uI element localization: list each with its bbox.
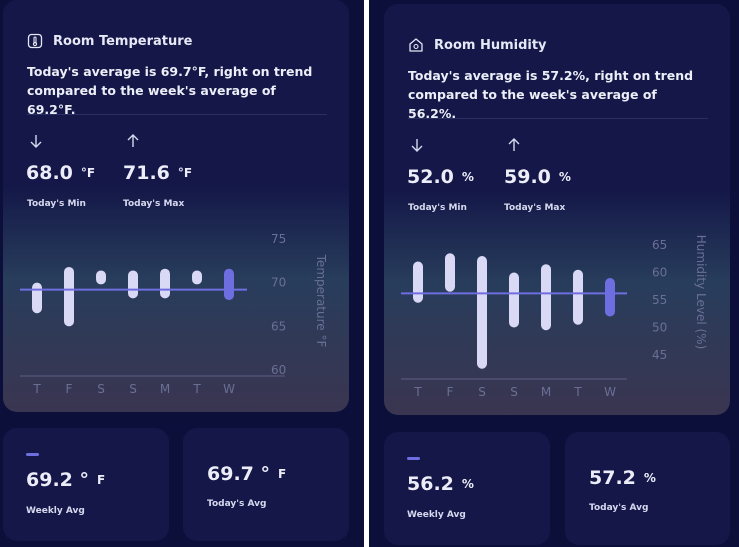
x-tick-label: T — [573, 385, 582, 399]
temperature-summary: Today's average is 69.7°F, right on tren… — [27, 64, 313, 117]
humidity-max-label: Today's Max — [504, 203, 566, 213]
temperature-chart: T F S S M T W 75 70 65 60 Temperature °F — [20, 232, 328, 396]
thermometer-icon — [27, 33, 43, 49]
temperature-today-avg-card: 69.7 ° F Today's Avg — [183, 428, 349, 541]
arrow-up-icon — [508, 138, 520, 151]
home-icon — [409, 38, 423, 52]
x-tick-label: S — [510, 385, 518, 399]
y-tick-label: 65 — [652, 238, 667, 252]
y-tick-label: 70 — [271, 276, 286, 290]
range-bar-5 — [573, 269, 583, 325]
humidity-title-row: Room Humidity — [408, 37, 547, 53]
humidity-title: Room Humidity — [434, 37, 547, 53]
temperature-weekly-avg-label: Weekly Avg — [26, 506, 85, 516]
range-bar-2 — [477, 256, 487, 369]
x-tick-label: M — [160, 382, 170, 396]
y-tick-label: 65 — [271, 319, 286, 333]
temperature-weekly-avg-value: 69.2 ° F — [26, 469, 106, 491]
humidity-weekly-avg-label: Weekly Avg — [407, 510, 466, 520]
x-tick-label: S — [478, 385, 486, 399]
temperature-today-avg-label: Today's Avg — [207, 499, 267, 509]
y-tick-label: 75 — [271, 232, 286, 246]
x-tick-label: F — [447, 385, 454, 399]
temperature-card: Room Temperature Today's average is 69.7… — [3, 0, 349, 412]
x-tick-label: S — [129, 382, 137, 396]
temperature-divider — [27, 114, 327, 115]
weekly-avg-legend-swatch — [407, 457, 420, 460]
range-bar-0 — [413, 261, 423, 303]
range-bar-0 — [32, 282, 42, 314]
temperature-min-label: Today's Min — [27, 199, 86, 209]
range-bar-2 — [96, 270, 106, 285]
arrow-up-icon — [127, 134, 139, 147]
y-tick-label: 55 — [652, 293, 667, 307]
range-bar-1 — [64, 266, 74, 327]
humidity-min-label: Today's Min — [408, 203, 467, 213]
x-tick-label: S — [97, 382, 105, 396]
weekly-avg-legend-swatch — [26, 453, 39, 456]
temperature-max-label: Today's Max — [123, 199, 185, 209]
humidity-min-value: 52.0% — [407, 166, 474, 188]
y-tick-label: 45 — [652, 348, 667, 362]
humidity-panel: Room Humidity Today's average is 57.2%, … — [369, 0, 739, 547]
y-tick-label: 50 — [652, 321, 667, 335]
x-tick-label: T — [32, 382, 41, 396]
range-bar-4 — [160, 268, 170, 299]
y-axis-label: Temperature °F — [314, 254, 328, 348]
temperature-max-value: 71.6 °F — [123, 162, 193, 184]
range-bar-4 — [541, 264, 551, 331]
temperature-min-value: 68.0 °F — [26, 162, 96, 184]
range-bar-6 — [605, 278, 615, 317]
humidity-card: Room Humidity Today's average is 57.2%, … — [384, 4, 730, 415]
humidity-weekly-avg-card: 56.2% Weekly Avg — [384, 432, 550, 545]
x-tick-label: T — [413, 385, 422, 399]
humidity-summary: Today's average is 57.2%, right on trend… — [408, 68, 694, 121]
x-tick-label: W — [223, 382, 235, 396]
arrow-down-icon — [411, 139, 423, 152]
range-bar-6 — [224, 268, 234, 301]
humidity-max-value: 59.0% — [504, 166, 571, 188]
temperature-weekly-avg-card: 69.2 ° F Weekly Avg — [3, 428, 169, 541]
humidity-chart: T F S S M T W 65 60 55 50 45 Humidity Level (%) — [401, 235, 708, 399]
temperature-panel: Room Temperature Today's average is 69.7… — [0, 0, 364, 547]
range-bar-1 — [445, 253, 455, 292]
y-axis-label: Humidity Level (%) — [694, 235, 708, 349]
humidity-today-avg-value: 57.2% — [589, 467, 656, 489]
range-bar-3 — [128, 270, 138, 299]
x-tick-label: F — [66, 382, 73, 396]
y-tick-label: 60 — [271, 363, 286, 377]
x-tick-label: T — [192, 382, 201, 396]
arrow-down-icon — [30, 135, 42, 148]
humidity-today-avg-card: 57.2% Today's Avg — [565, 432, 730, 545]
humidity-divider — [408, 118, 708, 119]
humidity-today-avg-label: Today's Avg — [589, 503, 649, 513]
x-tick-label: M — [541, 385, 551, 399]
temperature-title: Room Temperature — [53, 33, 193, 49]
temperature-today-avg-value: 69.7 ° F — [207, 463, 287, 485]
range-bar-3 — [509, 272, 519, 328]
y-tick-label: 60 — [652, 266, 667, 280]
range-bar-5 — [192, 270, 202, 285]
humidity-weekly-avg-value: 56.2% — [407, 473, 474, 495]
temperature-title-row: Room Temperature — [27, 33, 192, 49]
x-tick-label: W — [604, 385, 616, 399]
